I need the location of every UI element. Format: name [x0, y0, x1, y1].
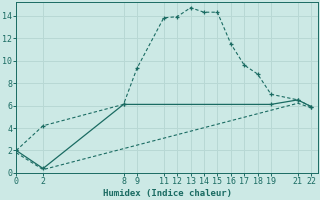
- X-axis label: Humidex (Indice chaleur): Humidex (Indice chaleur): [103, 189, 232, 198]
